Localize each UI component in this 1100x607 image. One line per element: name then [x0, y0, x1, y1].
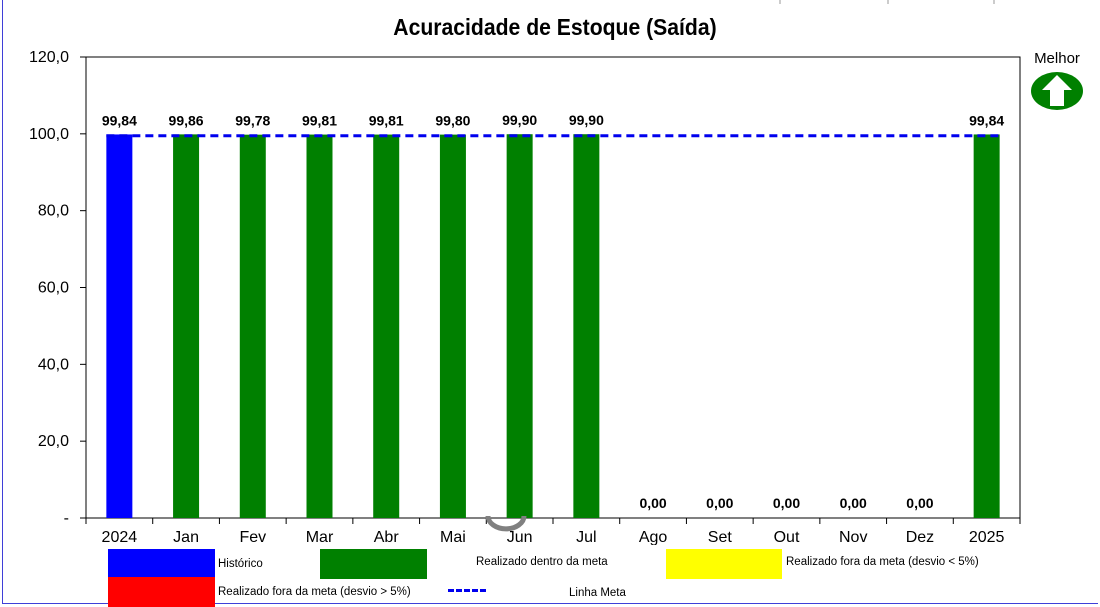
y-tick-label: 80,0 — [38, 203, 69, 220]
x-tick-label: Mar — [306, 529, 334, 545]
data-label: 0,00 — [906, 495, 933, 511]
data-label: 99,84 — [969, 112, 1004, 128]
x-tick-label: Out — [774, 529, 800, 545]
legend-label: Realizado fora da meta (desvio > 5%) — [218, 586, 411, 598]
data-label: 99,81 — [302, 113, 337, 129]
legend-label: Histórico — [218, 558, 263, 570]
y-tick-label: 120,0 — [29, 49, 69, 66]
x-tick-label: 2024 — [102, 529, 138, 545]
legend-swatch — [666, 549, 782, 579]
x-tick-label: Jun — [507, 529, 533, 545]
data-label: 99,90 — [502, 112, 537, 128]
x-tick-label: Abr — [374, 529, 400, 545]
bar — [239, 134, 266, 518]
x-tick-label: Jul — [576, 529, 596, 545]
x-tick-label: Mai — [440, 529, 466, 545]
bar — [973, 134, 1000, 518]
y-tick-label: 60,0 — [38, 280, 69, 297]
x-tick-label: Fev — [239, 529, 266, 545]
data-label: 99,78 — [235, 113, 270, 129]
chart-title: Acuracidade de Estoque (Saída) — [393, 14, 717, 40]
x-tick-label: Set — [708, 529, 733, 545]
legend-swatch — [320, 549, 427, 579]
legend-label: Realizado fora da meta (desvio < 5%) — [786, 556, 979, 568]
x-tick-label: Jan — [173, 529, 199, 545]
data-label: 99,80 — [435, 113, 470, 129]
legend: Histórico Realizado dentro da meta Realiza… — [0, 545, 1100, 607]
bar — [106, 134, 133, 518]
better-label: Melhor — [1034, 50, 1080, 67]
y-tick-label: 40,0 — [38, 356, 69, 373]
legend-swatch — [108, 549, 215, 579]
bar — [373, 134, 400, 519]
up-arrow-icon — [1031, 72, 1083, 110]
sheet-gridlines — [779, 0, 995, 4]
x-tick-label: Nov — [839, 529, 867, 545]
data-label: 0,00 — [840, 495, 867, 511]
data-label: 0,00 — [706, 495, 733, 511]
data-label: 99,90 — [569, 112, 604, 128]
x-axis: 2024 Jan Fev Mar Abr Mai Jun Jul Ago Set Out Nov Dez… — [85, 518, 1021, 545]
y-tick-label: 20,0 — [38, 433, 69, 450]
y-tick-label: 100,0 — [29, 126, 69, 143]
data-labels: 99,84 99,86 99,78 99,81 99,81 99,80 99,90 99,90… — [102, 112, 1005, 511]
data-label: 99,81 — [369, 113, 404, 129]
data-label: 99,86 — [169, 112, 204, 128]
bar-chart: - 20,0 40,0 60,0 80,0 100,0 120,0 2024 Jan Fev Ma… — [29, 49, 1021, 545]
x-tick-label: Ago — [639, 529, 668, 545]
x-tick-label: Dez — [906, 529, 934, 545]
x-tick-label: 2025 — [969, 529, 1005, 545]
bar — [306, 134, 333, 519]
better-indicator: Melhor — [1024, 50, 1090, 116]
bar — [173, 134, 200, 519]
bar — [439, 134, 466, 518]
bar — [573, 134, 600, 518]
legend-label: Linha Meta — [569, 587, 626, 599]
y-axis: - 20,0 40,0 60,0 80,0 100,0 120,0 — [29, 49, 1021, 527]
bars — [106, 134, 1000, 519]
y-tick-label: - — [64, 510, 69, 527]
legend-swatch — [108, 577, 215, 607]
bar — [506, 134, 533, 518]
selection-handle[interactable] — [485, 515, 527, 532]
data-label: 99,84 — [102, 112, 137, 128]
legend-swatch — [448, 589, 486, 592]
plot-area-border — [85, 56, 1021, 519]
data-label: 0,00 — [773, 495, 800, 511]
data-label: 0,00 — [639, 495, 666, 511]
legend-label: Realizado dentro da meta — [476, 556, 608, 568]
